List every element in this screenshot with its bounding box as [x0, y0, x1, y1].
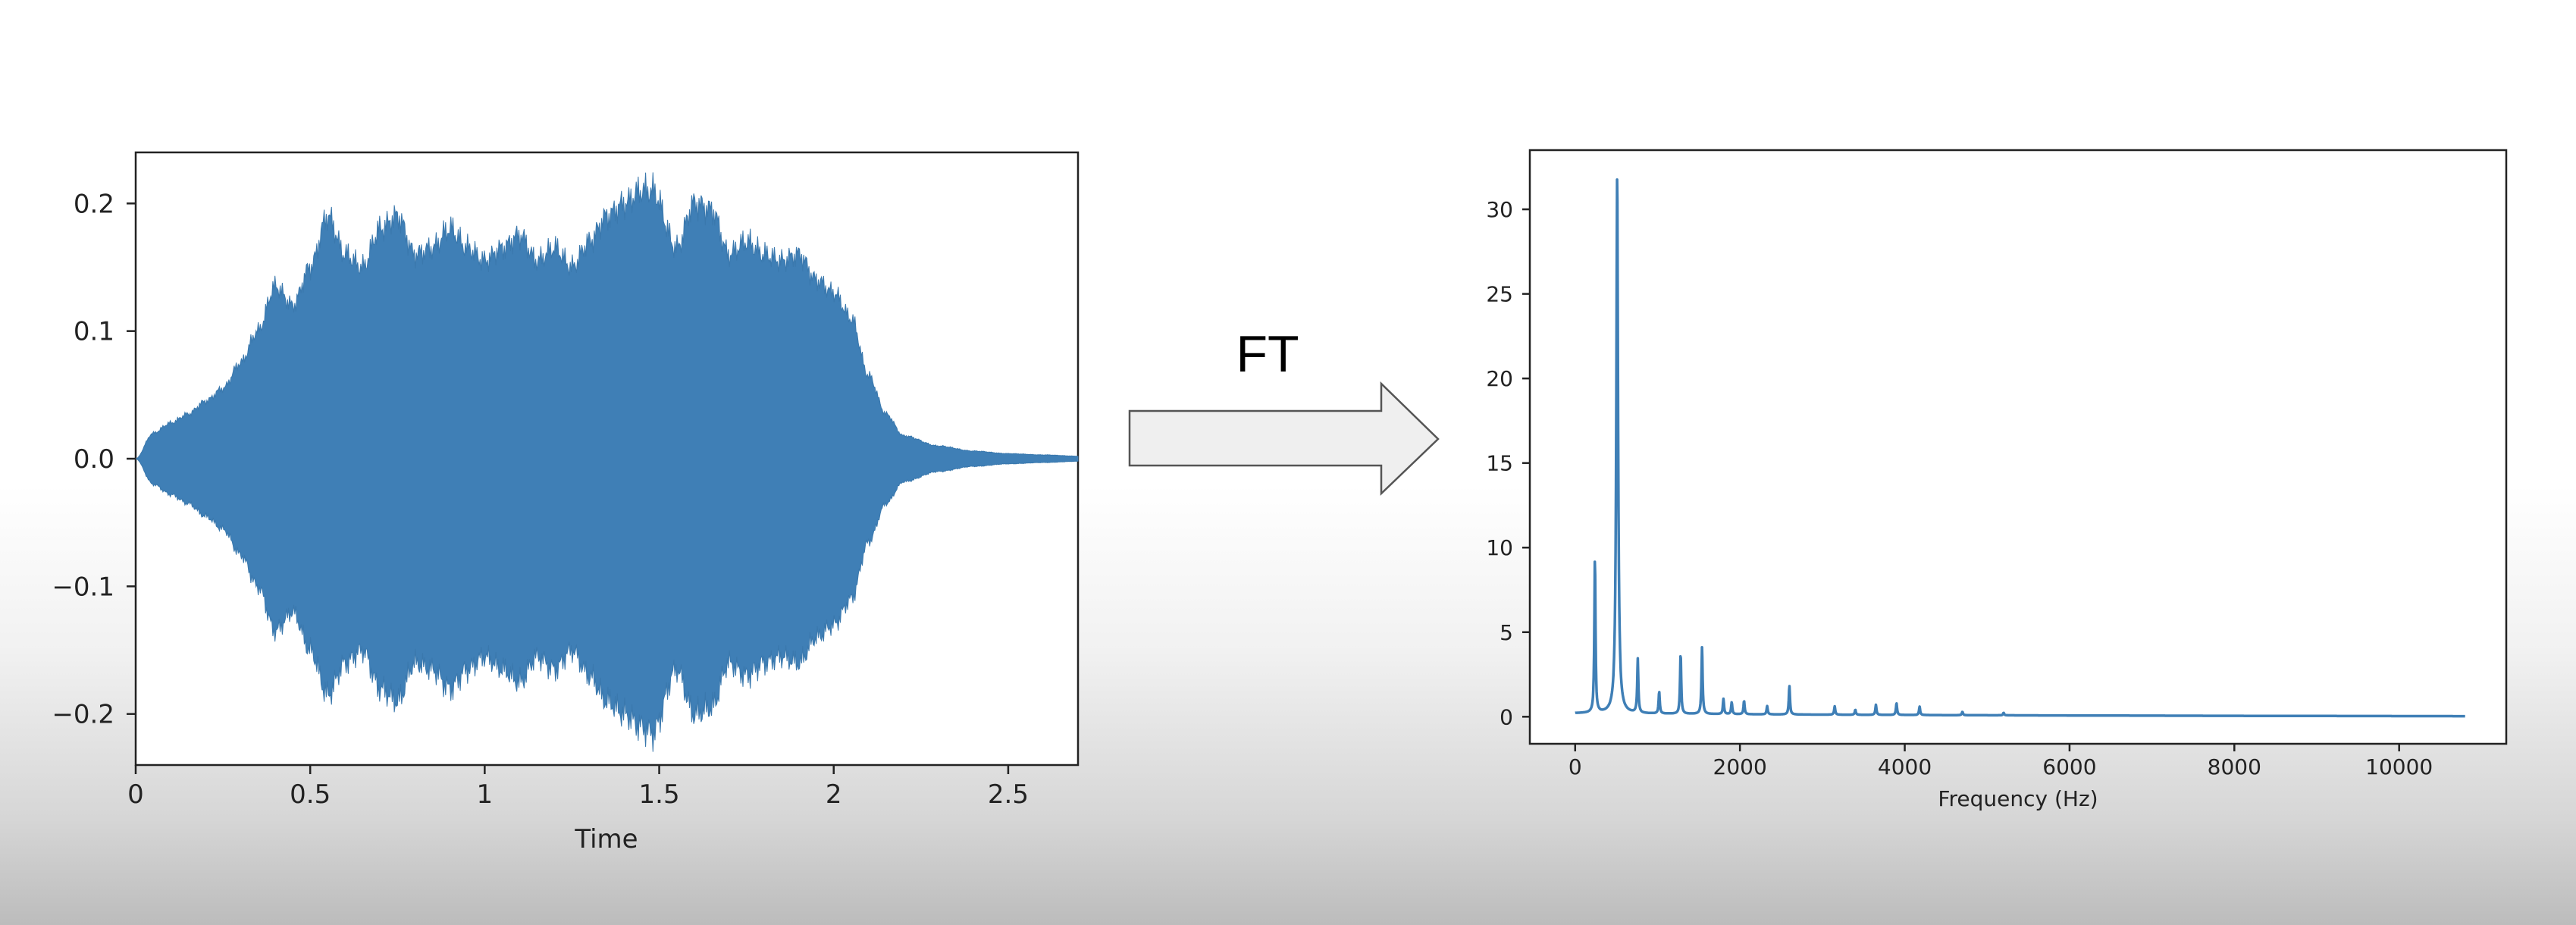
spectrum-y-tick-label: 20 — [1486, 366, 1513, 391]
waveform-x-tick-label: 2.5 — [988, 779, 1029, 810]
spectrum-x-tick-label: 10000 — [2365, 754, 2433, 779]
ft-label: FT — [1236, 325, 1299, 383]
waveform-y-tick-label: 0.2 — [74, 189, 114, 219]
waveform-envelope — [134, 172, 1079, 752]
spectrum-chart: 0 2000 4000 6000 8000 10000 30 25 20 15 10 5 0 Freq… — [1486, 149, 2508, 811]
spectrum-plot-area — [1528, 149, 2508, 745]
waveform-x-tick-label: 1 — [477, 779, 494, 810]
spectrum-x-tick-label: 6000 — [2042, 754, 2096, 779]
right-arrow-icon — [1128, 381, 1440, 496]
spectrum-x-axis-label: Frequency (Hz) — [1938, 786, 2098, 811]
waveform-x-axis-label: Time — [574, 824, 638, 854]
spectrum-y-tick-label: 0 — [1500, 704, 1513, 729]
spectrum-y-tick-label: 15 — [1486, 451, 1513, 476]
waveform-y-tick-label: −0.1 — [52, 572, 114, 602]
spectrum-x-tick-label: 4000 — [1878, 754, 1932, 779]
waveform-x-tick-label: 0.5 — [290, 779, 331, 810]
waveform-x-tick-label: 2 — [826, 779, 842, 810]
waveform-x-tick-label: 1.5 — [639, 779, 680, 810]
waveform-x-tick-label: 0 — [127, 779, 144, 810]
spectrum-y-tick-label: 10 — [1486, 535, 1513, 560]
waveform-y-tick-label: −0.2 — [52, 700, 114, 730]
waveform-y-tick-label: 0.1 — [74, 317, 114, 347]
waveform-y-ticks: 0.2 0.1 0.0 −0.1 −0.2 — [52, 189, 136, 730]
fourier-transform-arrow: FT — [1128, 325, 1440, 496]
spectrum-line — [1574, 178, 2466, 718]
spectrum-x-tick-label: 8000 — [2208, 754, 2261, 779]
spectrum-x-tick-label: 0 — [1568, 754, 1582, 779]
spectrum-y-tick-label: 5 — [1500, 620, 1513, 645]
spectrum-x-tick-label: 2000 — [1713, 754, 1767, 779]
spectrum-x-ticks: 0 2000 4000 6000 8000 10000 — [1568, 744, 2433, 779]
spectrum-y-ticks: 30 25 20 15 10 5 0 — [1486, 197, 1530, 729]
spectrum-y-tick-label: 30 — [1486, 197, 1513, 222]
waveform-chart: 0 0.5 1 1.5 2 2.5 0.2 0.1 0.0 −0.1 −0.2 Time — [52, 151, 1080, 854]
spectrum-y-tick-label: 25 — [1486, 282, 1513, 307]
waveform-x-ticks: 0 0.5 1 1.5 2 2.5 — [127, 765, 1029, 810]
waveform-y-tick-label: 0.0 — [74, 444, 114, 475]
